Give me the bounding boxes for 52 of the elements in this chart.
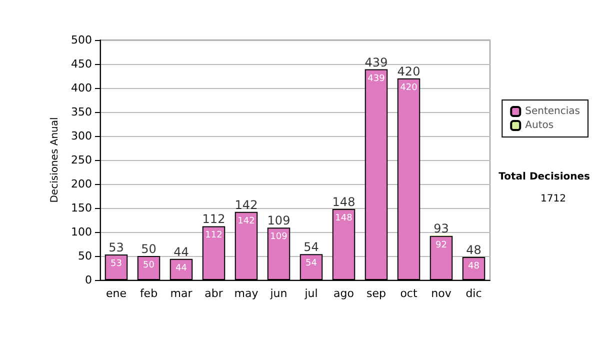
- y-tick-label: 200: [71, 178, 92, 190]
- x-tick-label: mar: [170, 287, 193, 300]
- y-tick-label: 350: [71, 106, 92, 118]
- data-label: 53: [110, 259, 122, 270]
- total-label: 109: [267, 214, 290, 228]
- total-label: 142: [234, 198, 258, 212]
- total-label: 48: [466, 242, 482, 257]
- x-tick-label: ene: [106, 287, 127, 300]
- data-label: 50: [143, 260, 155, 270]
- total-label: 50: [141, 242, 156, 256]
- x-tick-label: abr: [204, 287, 224, 300]
- text: 1712: [540, 194, 566, 204]
- total-label: 148: [332, 194, 356, 209]
- y-tick-label: 400: [71, 82, 92, 94]
- total-label: 439: [364, 55, 388, 70]
- text: Total Decisiones: [498, 172, 590, 182]
- total-label: 112: [202, 212, 226, 226]
- y-tick-label: 100: [71, 226, 92, 238]
- data-label: 92: [436, 240, 447, 250]
- y-tick-label: 250: [71, 154, 92, 166]
- legend-label: Autos: [525, 120, 554, 131]
- data-label: 112: [205, 230, 222, 241]
- y-tick-label: 500: [71, 34, 92, 46]
- total-label: 420: [397, 64, 420, 78]
- x-tick-label: dic: [466, 287, 482, 300]
- y-tick-label: 150: [71, 202, 92, 214]
- x-tick-label: ago: [334, 287, 354, 300]
- data-label: 44: [176, 263, 188, 274]
- y-tick-label: 450: [71, 58, 92, 70]
- y-tick-label: 0: [85, 274, 92, 286]
- total-label: 44: [174, 244, 189, 259]
- legend-label: Sentencias: [525, 106, 580, 117]
- data-label: 439: [368, 74, 386, 84]
- data-label: 148: [335, 213, 353, 224]
- x-tick-label: jun: [269, 287, 288, 300]
- data-label: 142: [238, 216, 255, 226]
- x-tick-label: nov: [431, 287, 452, 300]
- x-tick-label: sep: [366, 287, 386, 300]
- data-label: 109: [270, 232, 288, 242]
- x-tick-label: may: [234, 287, 259, 300]
- x-tick-label: jul: [304, 287, 318, 300]
- x-tick-label: feb: [140, 287, 158, 300]
- total-label: 93: [434, 221, 449, 236]
- y-tick-label: 50: [78, 250, 92, 262]
- y-tick-label: 300: [71, 130, 92, 142]
- data-label: 420: [400, 82, 418, 93]
- data-label: 54: [306, 258, 318, 269]
- x-tick-label: oct: [400, 287, 418, 300]
- y-axis-title: Decisiones Anual: [50, 117, 61, 203]
- data-label: 48: [468, 261, 480, 272]
- total-label: 53: [108, 240, 124, 255]
- total-label: 54: [304, 240, 319, 254]
